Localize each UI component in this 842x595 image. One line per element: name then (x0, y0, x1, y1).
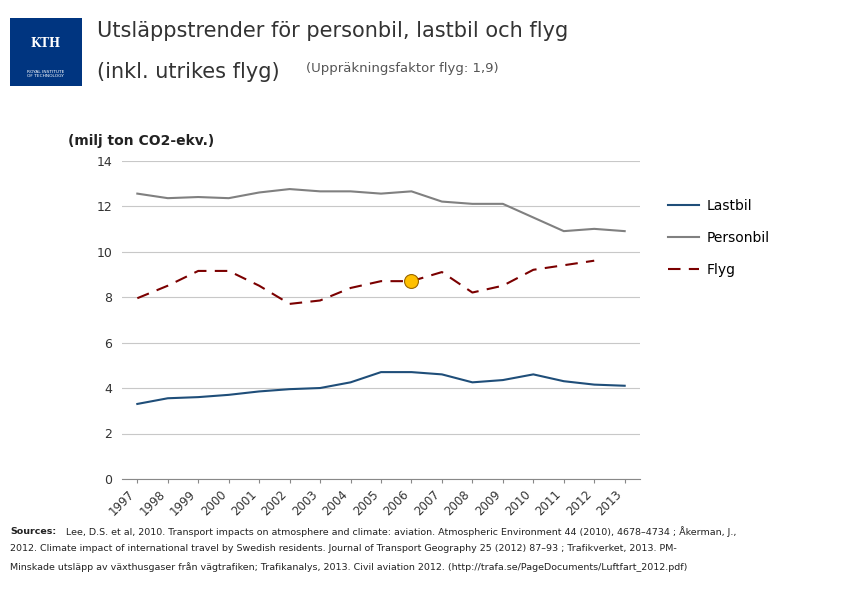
Text: (inkl. utrikes flyg): (inkl. utrikes flyg) (97, 62, 280, 83)
Text: (Uppräkningsfaktor flyg: 1,9): (Uppräkningsfaktor flyg: 1,9) (306, 62, 498, 76)
Text: 2012. Climate impact of international travel by Swedish residents. Journal of Tr: 2012. Climate impact of international tr… (10, 544, 677, 553)
Text: Sources:: Sources: (10, 527, 56, 536)
Text: (milj ton CO2-ekv.): (milj ton CO2-ekv.) (67, 134, 214, 148)
Text: Utsläppstrender för personbil, lastbil och flyg: Utsläppstrender för personbil, lastbil o… (97, 21, 568, 41)
Text: KTH: KTH (31, 37, 61, 51)
Text: Lee, D.S. et al, 2010. Transport impacts on atmosphere and climate: aviation. At: Lee, D.S. et al, 2010. Transport impacts… (63, 527, 737, 537)
Text: Minskade utsläpp av växthusgaser från vägtrafiken; Trafikanalys, 2013. Civil avi: Minskade utsläpp av växthusgaser från vä… (10, 562, 687, 572)
Text: ROYAL INSTITUTE
OF TECHNOLOGY: ROYAL INSTITUTE OF TECHNOLOGY (27, 70, 65, 79)
Legend: Lastbil, Personbil, Flyg: Lastbil, Personbil, Flyg (663, 193, 775, 282)
